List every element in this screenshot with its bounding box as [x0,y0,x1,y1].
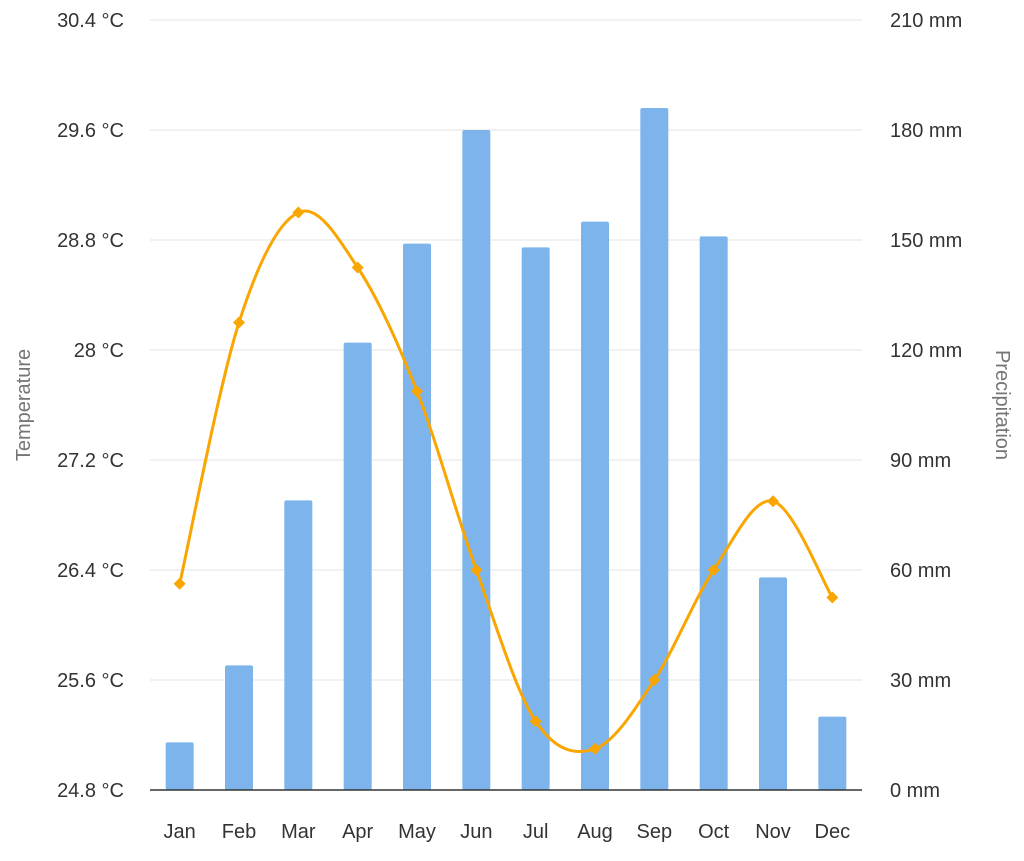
precipitation-bar [462,130,491,790]
left-tick-label: 28 °C [74,340,124,362]
precipitation-bars [165,108,847,791]
x-tick-label: Dec [815,821,851,843]
left-tick-label: 25.6 °C [57,670,124,692]
temperature-point [707,564,720,576]
temperature-point [351,261,364,274]
right-tick-label: 30 mm [890,670,951,692]
right-axis-title: Precipitation [991,350,1013,460]
left-axis-title: Temperature [13,349,35,461]
right-tick-label: 180 mm [890,120,962,142]
temperature-point [292,206,305,219]
x-tick-label: Jul [523,821,549,843]
precipitation-bar [225,665,253,790]
temperature-point [470,564,483,576]
left-tick-label: 24.8 °C [57,780,124,802]
right-tick-label: 210 mm [890,10,962,32]
x-tick-label: Nov [755,821,791,843]
precipitation-bar [343,342,372,790]
temperature-point [411,385,423,398]
x-tick-label: Apr [342,821,373,843]
temperature-point [767,495,779,508]
x-tick-label: Mar [281,821,316,843]
temperature-point [173,577,186,590]
precipitation-bar [640,108,669,790]
x-tick-label: Aug [577,821,613,843]
left-tick-label: 26.4 °C [57,560,124,582]
temperature-point [826,591,839,604]
precipitation-bar [699,236,728,791]
right-tick-label: 120 mm [890,340,962,362]
x-tick-label: Jan [164,821,196,843]
temperature-point [589,742,601,755]
gridlines [150,19,862,681]
right-tick-label: 0 mm [890,780,940,802]
temperature-line [178,209,834,753]
precipitation-bar [818,716,847,790]
precipitation-bar [165,742,194,790]
left-tick-label: 30.4 °C [57,10,124,32]
right-tick-label: 60 mm [890,560,951,582]
x-tick-label: Jun [460,821,492,843]
x-tick-label: Oct [698,821,730,843]
left-tick-label: 27.2 °C [57,450,124,472]
x-tick-label: Feb [222,821,256,843]
axes: 24.8 °C 0 mm 25.6 °C 30 mm 26.4 °C 60 mm 27.2 … [57,10,962,843]
temperature-point [529,715,542,728]
right-tick-label: 150 mm [890,230,962,252]
left-tick-label: 29.6 °C [57,120,124,142]
precipitation-bar [759,577,787,790]
x-tick-label: Sep [637,821,673,843]
temperature-point [233,316,245,329]
temperature-point [648,674,661,686]
x-tick-label: May [398,821,436,843]
precipitation-bar [284,500,313,790]
precipitation-bar [521,247,550,791]
temperature-line-group [173,206,839,755]
precipitation-bar [403,243,431,790]
precipitation-bar [581,221,609,790]
right-tick-label: 90 mm [890,450,951,472]
left-tick-label: 28.8 °C [57,230,124,252]
